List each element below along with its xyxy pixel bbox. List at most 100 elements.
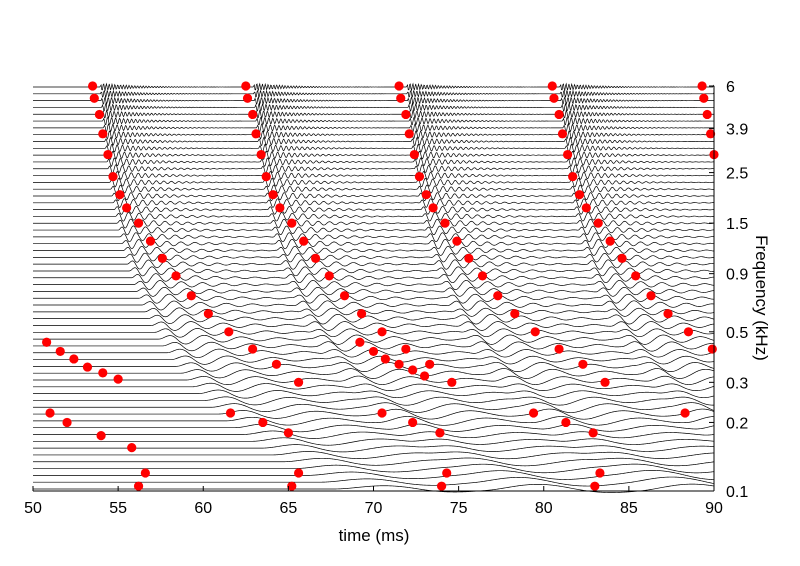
peak-marker: [600, 377, 610, 387]
peak-marker: [271, 359, 282, 369]
peak-marker: [394, 81, 404, 91]
peak-marker: [697, 81, 707, 91]
peak-marker: [275, 203, 285, 213]
peak-marker: [562, 149, 573, 160]
x-tick-label-70: 70: [365, 500, 383, 517]
y-tick-label-0.2: 0.2: [726, 415, 748, 432]
peak-marker: [547, 81, 557, 91]
peak-marker: [87, 81, 98, 91]
peak-marker: [581, 203, 591, 213]
peak-marker: [578, 359, 588, 369]
peak-marker: [356, 309, 367, 319]
peak-marker: [568, 172, 578, 182]
channel-trace: [33, 396, 715, 406]
channel-trace: [33, 408, 715, 420]
channel-trace: [33, 164, 715, 174]
peak-marker: [140, 468, 150, 478]
peak-marker: [680, 408, 690, 418]
peak-marker: [224, 327, 234, 337]
x-tick-label-50: 50: [24, 500, 42, 517]
peak-marker: [261, 172, 271, 182]
peak-marker: [368, 346, 379, 357]
peak-marker: [122, 203, 132, 213]
y-tick-label-0.3: 0.3: [726, 375, 748, 392]
y-tick-label-0.9: 0.9: [726, 267, 748, 284]
channel-trace: [33, 191, 715, 202]
peak-marker: [425, 359, 435, 369]
peak-marker: [69, 354, 79, 364]
peak-marker: [42, 337, 52, 347]
channel-trace: [33, 437, 715, 446]
x-axis-label: time (ms): [339, 526, 410, 545]
channel-trace: [33, 273, 715, 284]
x-tick-label-60: 60: [194, 500, 212, 517]
channel-trace: [33, 266, 715, 277]
channel-trace: [33, 368, 715, 379]
peak-marker: [377, 327, 387, 337]
peak-marker: [293, 377, 304, 387]
peak-marker: [394, 359, 404, 369]
channel-trace: [33, 136, 714, 147]
peak-marker: [595, 468, 605, 478]
channel-trace: [33, 375, 715, 385]
y-ticks: 0.1 0.2 0.3 0.5 0.9 1.5 2.5 3.9 6: [709, 79, 748, 501]
peak-marker: [133, 481, 144, 491]
peak-marker: [171, 271, 181, 281]
peak-marker: [203, 309, 213, 319]
channel-trace: [33, 82, 715, 92]
peak-marker: [510, 309, 520, 319]
peak-marker: [561, 417, 571, 428]
channel-trace: [33, 444, 715, 453]
channel-trace: [33, 245, 715, 256]
channel-trace: [33, 451, 715, 460]
peak-marker: [442, 468, 452, 478]
peak-marker: [705, 129, 716, 139]
peak-marker: [419, 371, 430, 381]
channel-trace: [33, 157, 715, 167]
peak-marker: [528, 408, 539, 418]
peak-marker: [103, 149, 113, 160]
channel-trace: [33, 252, 715, 263]
peak-marker: [256, 149, 266, 160]
peak-marker: [663, 309, 673, 319]
peak-marker: [493, 291, 503, 301]
channel-trace: [33, 143, 714, 154]
channel-trace: [33, 259, 715, 270]
peak-marker: [98, 129, 108, 139]
peak-marker: [631, 271, 641, 281]
peak-marker: [380, 354, 391, 364]
peak-marker: [590, 481, 600, 491]
y-axis-label: Frequency (kHz): [752, 235, 771, 361]
channel-trace: [33, 239, 715, 250]
peak-marker: [437, 481, 447, 491]
x-tick-label-75: 75: [450, 500, 468, 517]
channel-trace: [33, 382, 715, 392]
channel-trace: [33, 307, 715, 318]
peak-marker: [699, 93, 709, 103]
peak-marker: [186, 291, 196, 301]
peak-marker: [225, 408, 236, 418]
peak-marker: [113, 374, 123, 384]
peak-marker: [452, 236, 462, 246]
channel-trace: [33, 423, 715, 433]
channel-trace: [33, 123, 714, 133]
peak-marker: [258, 417, 268, 428]
peak-markers: [42, 81, 719, 491]
channel-trace: [33, 198, 715, 208]
x-tick-label-85: 85: [620, 500, 638, 517]
peak-marker: [408, 365, 418, 375]
channel-trace: [33, 89, 715, 98]
peak-marker: [89, 93, 99, 103]
channel-trace: [33, 416, 715, 426]
channel-trace: [33, 117, 714, 126]
peak-marker: [464, 253, 474, 264]
channel-trace: [33, 362, 715, 372]
channel-trace: [33, 95, 715, 106]
peak-marker: [605, 236, 615, 246]
peak-marker: [593, 218, 603, 228]
peak-marker: [287, 218, 297, 228]
peak-marker: [287, 481, 297, 491]
x-tick-label-90: 90: [705, 500, 723, 517]
channel-trace: [33, 109, 714, 119]
peak-marker: [477, 271, 488, 281]
